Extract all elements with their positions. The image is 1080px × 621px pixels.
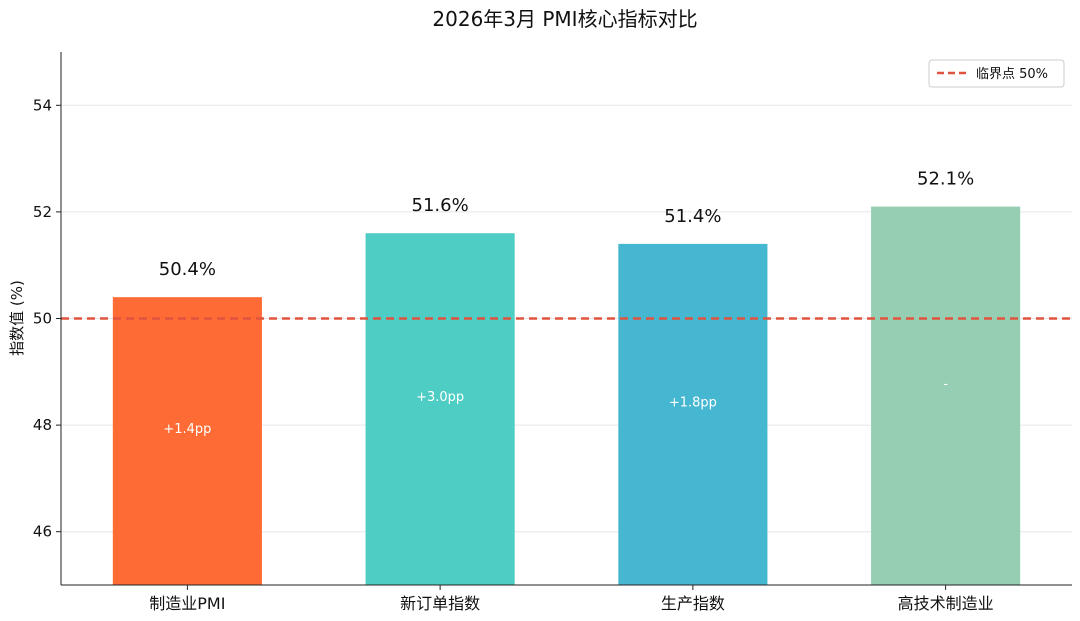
change-label-0: +1.4pp (163, 422, 211, 437)
y-tick-label-4: 54 (33, 96, 52, 114)
legend-label-threshold: 临界点 50% (976, 67, 1048, 82)
x-tick-label-3: 高技术制造业 (898, 594, 994, 613)
x-tick-label-0: 制造业PMI (149, 594, 225, 613)
y-axis-label: 指数值 (%) (8, 280, 26, 356)
value-label-1: 51.6% (412, 195, 469, 216)
y-tick-label-2: 50 (33, 310, 52, 328)
y-tick-label-0: 46 (33, 523, 52, 541)
bar-0 (112, 297, 262, 585)
bar-2 (618, 243, 768, 585)
change-label-2: +1.8pp (669, 395, 717, 410)
value-label-0: 50.4% (159, 259, 216, 280)
y-axis-ticks: 46 48 50 52 54 (33, 96, 61, 541)
value-label-2: 51.4% (664, 206, 721, 227)
x-tick-label-2: 生产指数 (661, 594, 725, 613)
value-label-3: 52.1% (917, 169, 974, 190)
change-label-3: - (943, 377, 948, 392)
x-axis-ticks: 制造业PMI 新订单指数 生产指数 高技术制造业 (149, 585, 994, 613)
legend-box (928, 59, 1065, 88)
labels: 50.4% +1.4pp 51.6% +3.0pp 51.4% +1.8pp 52.1% - (159, 169, 974, 438)
legend: 临界点 50% (928, 59, 1065, 88)
x-tick-label-1: 新订单指数 (400, 594, 480, 613)
bar-1 (365, 233, 515, 585)
bars (112, 206, 1021, 585)
bar-3 (871, 206, 1021, 585)
chart-title: 2026年3月 PMI核心指标对比 (432, 7, 697, 31)
y-tick-label-3: 52 (33, 203, 52, 221)
y-tick-label-1: 48 (33, 416, 52, 434)
change-label-1: +3.0pp (416, 390, 464, 405)
